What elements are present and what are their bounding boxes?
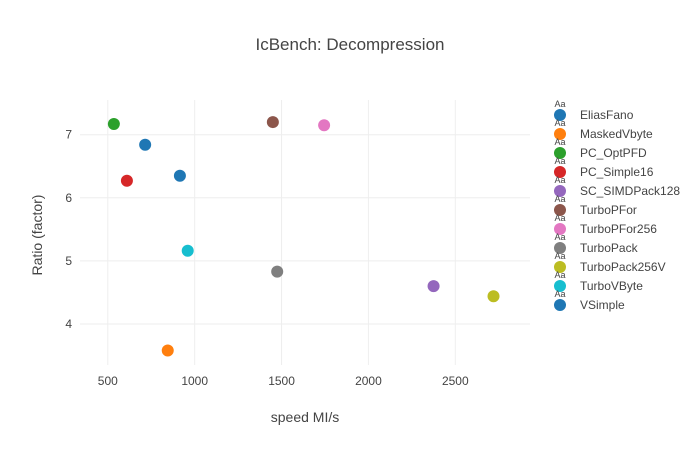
chart-title: IcBench: Decompression [256, 35, 445, 54]
legend-text-sample: Aa [554, 251, 565, 261]
legend-label: PC_OptPFD [580, 146, 647, 160]
x-axis-title: speed MI/s [271, 409, 339, 425]
legend-marker [554, 261, 566, 273]
x-tick-label: 2000 [355, 374, 382, 388]
x-tick-label: 2500 [442, 374, 469, 388]
legend-marker [554, 185, 566, 197]
data-point-turbopfor256[interactable] [318, 119, 331, 132]
legend-item-turbopack[interactable]: Aa TurboPack [554, 232, 639, 255]
legend-text-sample: Aa [554, 175, 565, 185]
legend-marker [554, 242, 566, 254]
legend-text-sample: Aa [554, 270, 565, 280]
legend-text-sample: Aa [554, 232, 565, 242]
legend-item-sc-simdpack128[interactable]: Aa SC_SIMDPack128 [554, 175, 680, 198]
legend-label: EliasFano [580, 108, 634, 122]
y-axis-title: Ratio (factor) [29, 195, 45, 276]
legend-item-vsimple[interactable]: Aa VSimple [554, 289, 625, 312]
data-point-eliasfano[interactable] [173, 169, 186, 182]
data-point-vsimple[interactable] [139, 138, 152, 151]
legend-text-sample: Aa [554, 289, 565, 299]
y-tick-label: 7 [65, 128, 72, 142]
grid-lines [80, 100, 530, 365]
legend[interactable]: Aa EliasFano Aa MaskedVbyte Aa PC_OptPFD Aa PC_… [554, 99, 680, 312]
legend-marker [554, 299, 566, 311]
legend-marker [554, 280, 566, 292]
data-points [107, 116, 500, 357]
legend-label: TurboPack256V [580, 260, 666, 274]
x-tick-label: 1500 [268, 374, 295, 388]
legend-label: MaskedVbyte [580, 127, 653, 141]
legend-item-pc-optpfd[interactable]: Aa PC_OptPFD [554, 137, 647, 160]
legend-marker [554, 166, 566, 178]
y-tick-label: 4 [65, 317, 72, 331]
legend-marker [554, 128, 566, 140]
data-point-turbopack[interactable] [271, 265, 284, 278]
legend-item-turbovbyte[interactable]: Aa TurboVByte [554, 270, 643, 293]
y-tick-label: 6 [65, 191, 72, 205]
legend-item-turbopfor256[interactable]: Aa TurboPFor256 [554, 213, 657, 236]
legend-label: PC_Simple16 [580, 165, 654, 179]
legend-text-sample: Aa [554, 137, 565, 147]
x-tick-label: 500 [98, 374, 118, 388]
legend-marker [554, 109, 566, 121]
y-tick-label: 5 [65, 254, 72, 268]
x-tick-label: 1000 [181, 374, 208, 388]
data-point-pc-optpfd[interactable] [107, 117, 120, 130]
legend-marker [554, 223, 566, 235]
legend-item-eliasfano[interactable]: Aa EliasFano [554, 99, 634, 122]
legend-marker [554, 204, 566, 216]
data-point-pc-simple16[interactable] [120, 174, 133, 187]
legend-marker [554, 147, 566, 159]
legend-text-sample: Aa [554, 194, 565, 204]
data-point-turbovbyte[interactable] [181, 244, 194, 257]
legend-label: TurboVByte [580, 279, 643, 293]
legend-text-sample: Aa [554, 213, 565, 223]
y-axis-ticks: 4 5 6 7 [65, 128, 72, 331]
legend-item-turbopfor[interactable]: Aa TurboPFor [554, 194, 637, 217]
data-point-sc-simdpack128[interactable] [427, 280, 440, 293]
legend-label: SC_SIMDPack128 [580, 184, 680, 198]
legend-item-pc-simple16[interactable]: Aa PC_Simple16 [554, 156, 654, 179]
legend-text-sample: Aa [554, 99, 565, 109]
legend-label: TurboPack [580, 241, 639, 255]
data-point-turbopack256v[interactable] [487, 290, 500, 303]
data-point-maskedvbyte[interactable] [161, 344, 174, 357]
legend-item-turbopack256v[interactable]: Aa TurboPack256V [554, 251, 666, 274]
x-axis-ticks: 500 1000 1500 2000 2500 [98, 374, 469, 388]
legend-label: TurboPFor256 [580, 222, 657, 236]
legend-label: VSimple [580, 298, 625, 312]
legend-item-maskedvbyte[interactable]: Aa MaskedVbyte [554, 118, 653, 141]
legend-text-sample: Aa [554, 156, 565, 166]
data-point-turbopfor[interactable] [266, 116, 279, 129]
legend-text-sample: Aa [554, 118, 565, 128]
legend-label: TurboPFor [580, 203, 637, 217]
